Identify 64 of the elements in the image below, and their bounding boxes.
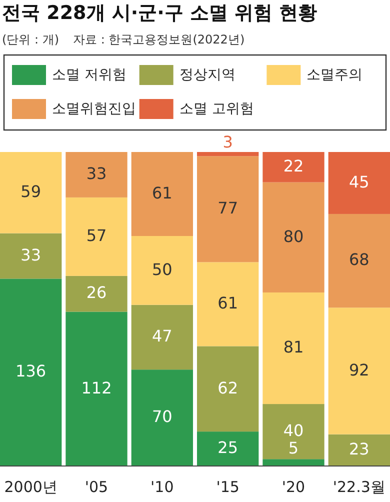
bar	[328, 308, 390, 434]
legend-label: 소멸주의	[306, 66, 363, 83]
data-label: 5	[288, 438, 299, 458]
bar	[197, 346, 259, 432]
bar	[328, 214, 390, 308]
data-label: 68	[348, 250, 370, 270]
data-label: 22	[283, 156, 304, 176]
legend-label: 소멸위험진입	[52, 100, 136, 117]
data-label: 92	[348, 360, 370, 380]
bar	[262, 152, 324, 182]
data-label: 3	[222, 132, 233, 152]
x-tick-label: '10	[150, 478, 174, 496]
bar	[131, 236, 193, 305]
bar	[262, 292, 324, 404]
bar	[328, 434, 390, 466]
data-label: 81	[283, 338, 304, 357]
data-label: 61	[218, 294, 238, 313]
legend-label: 소멸 저위험	[52, 66, 126, 83]
chart-title: 전국 228개 시·군·구 소멸 위험 현황	[2, 2, 318, 24]
x-tick-label: 2000년	[4, 478, 58, 496]
data-label: 61	[152, 183, 172, 202]
bar	[197, 152, 259, 156]
bar	[0, 152, 62, 234]
bar	[131, 370, 193, 466]
bar	[66, 312, 128, 466]
data-label: 45	[348, 172, 370, 192]
data-label: 112	[81, 378, 112, 398]
legend-label: 정상지역	[179, 66, 236, 83]
x-tick-label: '20	[282, 478, 306, 496]
data-label: 59	[20, 182, 42, 201]
data-label: 136	[16, 362, 46, 381]
data-label: 33	[86, 164, 107, 184]
data-label: 33	[20, 245, 42, 264]
text: 자료 : 한국고용정보원(2022년)	[73, 32, 245, 46]
data-label: 25	[218, 438, 238, 458]
bar	[66, 152, 128, 198]
bar	[197, 432, 259, 466]
bar	[328, 152, 390, 214]
x-tick-label: '15	[216, 478, 240, 496]
data-label: 57	[86, 226, 107, 246]
legend-label: 소멸 고위험	[179, 100, 254, 117]
chart-subtitle: (단위 : 개)	[2, 32, 60, 46]
bar	[197, 262, 259, 346]
bar	[0, 278, 62, 466]
x-tick-label: '22.3월	[332, 478, 386, 496]
data-label: 80	[283, 226, 304, 246]
data-label: 50	[152, 260, 172, 279]
bar	[0, 233, 62, 279]
bar	[197, 156, 259, 262]
bar	[66, 276, 128, 312]
data-label: 70	[152, 407, 172, 426]
data-label: 47	[152, 326, 172, 346]
bar	[131, 304, 193, 370]
data-label: 23	[348, 440, 370, 459]
data-label: 26	[86, 283, 107, 302]
bar	[131, 152, 193, 236]
bar	[262, 182, 324, 292]
bar	[262, 459, 324, 466]
data-label: 62	[218, 378, 238, 398]
bar	[262, 404, 324, 460]
x-tick-label: '05	[84, 478, 108, 496]
data-label: 40	[283, 420, 304, 440]
data-label: 77	[218, 198, 238, 218]
bar	[66, 197, 128, 276]
